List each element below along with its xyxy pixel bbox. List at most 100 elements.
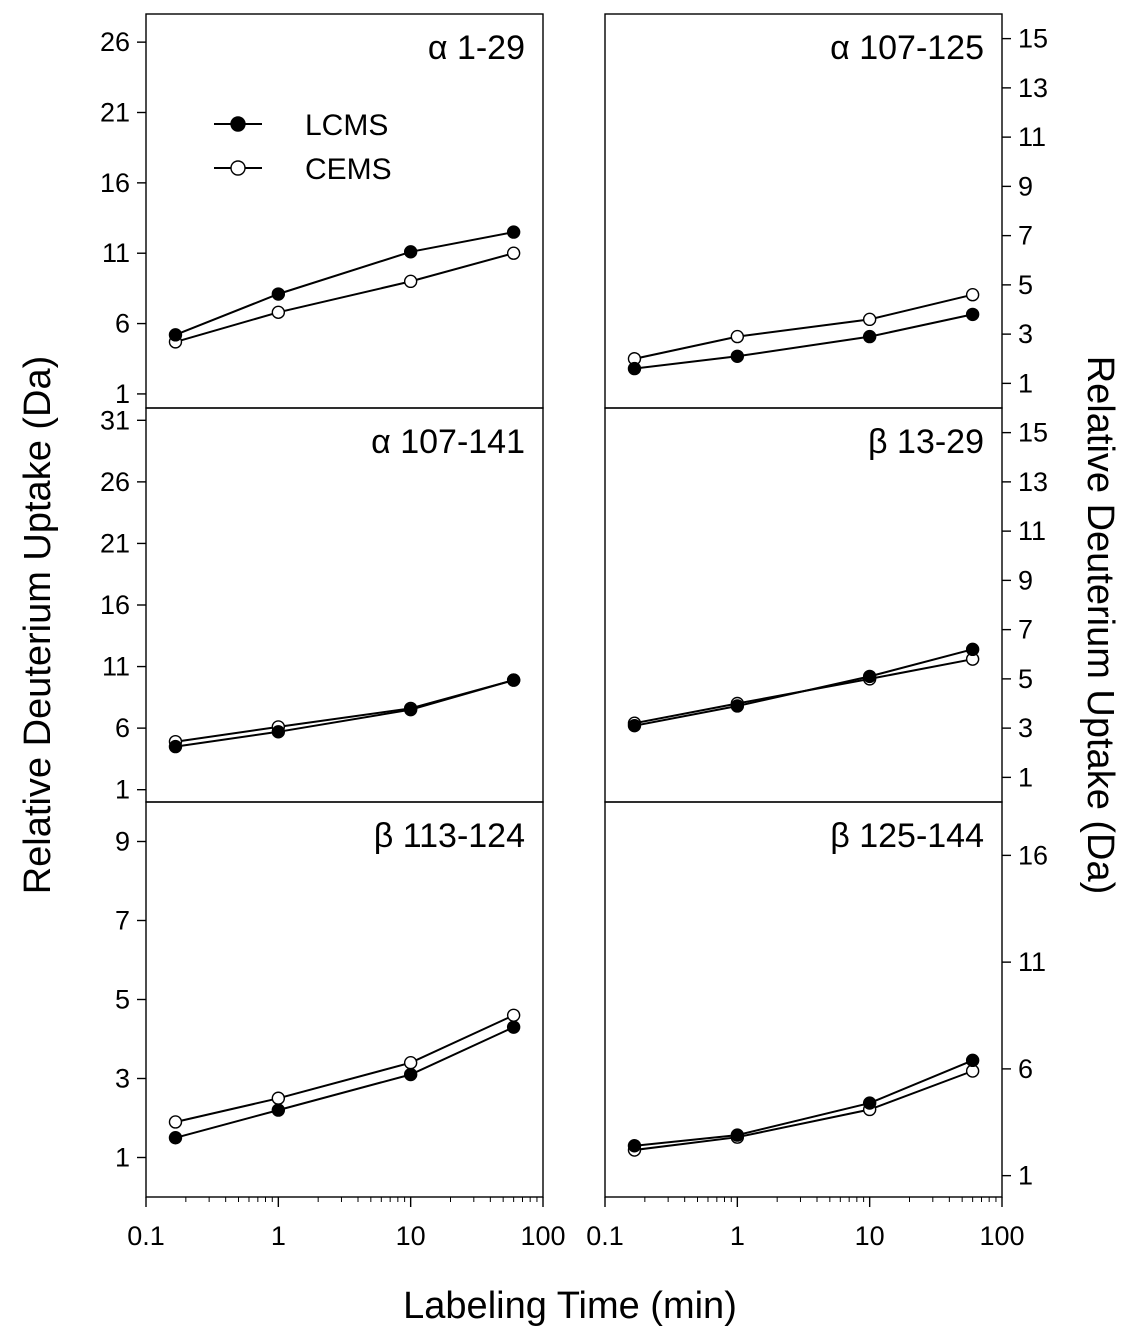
panel-title: β 113-124 — [374, 817, 525, 855]
y-tick-label: 11 — [102, 652, 130, 682]
x-tick-label: 100 — [979, 1221, 1024, 1251]
panel-title: α 107-141 — [371, 423, 525, 461]
panel-title: α 107-125 — [830, 29, 984, 67]
y-tick-label: 1 — [115, 1143, 130, 1173]
y-tick-label: 21 — [100, 98, 130, 128]
data-point-LCMS — [168, 328, 183, 342]
data-point-LCMS — [730, 699, 745, 713]
y-tick-label: 1 — [115, 775, 130, 805]
data-point-LCMS — [627, 1139, 642, 1153]
y-tick-label: 11 — [1018, 947, 1046, 977]
panel-frame — [604, 407, 1003, 803]
series-line-LCMS — [175, 1026, 515, 1139]
panel-frame — [604, 13, 1003, 409]
data-point-LCMS — [403, 702, 418, 717]
series-line-LCMS — [175, 679, 514, 748]
panel-title: β 13-29 — [868, 423, 984, 461]
series-line-CEMS — [634, 293, 973, 360]
y-tick-label: 21 — [100, 528, 130, 558]
data-point-CEMS — [403, 274, 418, 289]
data-point-LCMS — [730, 1128, 745, 1142]
series-line-CEMS — [175, 252, 514, 343]
y-tick-label: 9 — [1018, 171, 1033, 201]
data-point-LCMS — [730, 349, 745, 363]
y-tick-label: 11 — [102, 238, 130, 268]
panel-frame — [604, 801, 1003, 1198]
series-line-LCMS — [634, 648, 973, 727]
y-tick-label: 26 — [100, 467, 130, 497]
y-tick-label: 31 — [100, 405, 130, 435]
x-tick-label: 1 — [730, 1221, 745, 1251]
x-tick-label: 0.1 — [586, 1221, 624, 1251]
x-tick-label: 100 — [520, 1221, 565, 1251]
y-tick-label: 6 — [1018, 1054, 1033, 1084]
data-point-LCMS — [965, 642, 980, 657]
data-point-CEMS — [271, 305, 286, 320]
data-point-CEMS — [862, 312, 877, 327]
data-point-LCMS — [506, 673, 521, 687]
panel-4: 1 3 5 7 9 0.1 1 10 100 β 113-124 — [115, 801, 566, 1251]
legend-marker — [230, 116, 246, 132]
panel-frame — [145, 13, 544, 409]
y-tick-label: 7 — [1018, 221, 1033, 251]
y-tick-label: 5 — [115, 985, 130, 1015]
y-axis-title-right: Relative Deuterium Uptake (Da) — [1079, 356, 1121, 895]
data-point-LCMS — [862, 669, 877, 684]
panel-frame — [145, 801, 544, 1198]
data-point-LCMS — [862, 329, 877, 344]
y-tick-label: 6 — [115, 713, 130, 743]
data-point-LCMS — [506, 225, 521, 239]
y-tick-label: 16 — [100, 168, 130, 198]
data-point-CEMS — [730, 329, 745, 344]
data-point-CEMS — [506, 1008, 521, 1022]
data-point-LCMS — [271, 1103, 286, 1117]
y-tick-label: 7 — [1018, 615, 1033, 645]
data-point-LCMS — [627, 718, 642, 733]
y-axis-title-left: Relative Deuterium Uptake (Da) — [17, 356, 59, 895]
y-tick-label: 5 — [1018, 270, 1033, 300]
data-point-LCMS — [627, 361, 642, 376]
data-point-CEMS — [271, 1091, 286, 1105]
y-tick-label: 6 — [115, 309, 130, 339]
data-point-CEMS — [403, 1055, 418, 1070]
y-tick-label: 16 — [1018, 840, 1048, 870]
y-tick-label: 13 — [1018, 467, 1048, 497]
series-line-CEMS — [175, 679, 514, 743]
series-line-LCMS — [634, 1059, 973, 1147]
series-line-CEMS — [634, 1070, 973, 1151]
y-tick-label: 1 — [1018, 368, 1033, 398]
panel-title: β 125-144 — [830, 817, 984, 855]
data-point-LCMS — [168, 739, 183, 754]
data-point-CEMS — [168, 1115, 183, 1129]
y-tick-label: 1 — [1018, 1161, 1033, 1191]
series-line-CEMS — [175, 1014, 515, 1123]
data-point-LCMS — [965, 1053, 980, 1068]
legend-label: CEMS — [305, 153, 392, 186]
series-line-LCMS — [175, 231, 514, 336]
x-tick-label: 10 — [855, 1221, 885, 1251]
series-line-LCMS — [634, 313, 973, 370]
y-tick-label: 1 — [115, 379, 130, 409]
panel-title: α 1-29 — [428, 29, 525, 67]
y-tick-label: 11 — [1018, 516, 1046, 546]
y-tick-label: 11 — [1018, 122, 1046, 152]
y-tick-label: 9 — [1018, 565, 1033, 595]
y-tick-label: 16 — [100, 590, 130, 620]
data-point-LCMS — [506, 1020, 521, 1034]
x-tick-label: 10 — [396, 1221, 426, 1251]
x-tick-label: 0.1 — [127, 1221, 165, 1251]
y-tick-label: 3 — [115, 1064, 130, 1094]
data-point-LCMS — [403, 1067, 418, 1082]
x-axis-title: Labeling Time (min) — [403, 1285, 737, 1327]
data-point-LCMS — [862, 1096, 877, 1110]
y-tick-label: 1 — [1018, 762, 1033, 792]
legend-marker — [230, 160, 246, 176]
data-point-CEMS — [506, 246, 521, 260]
y-tick-label: 13 — [1018, 73, 1048, 103]
data-point-LCMS — [403, 245, 418, 259]
